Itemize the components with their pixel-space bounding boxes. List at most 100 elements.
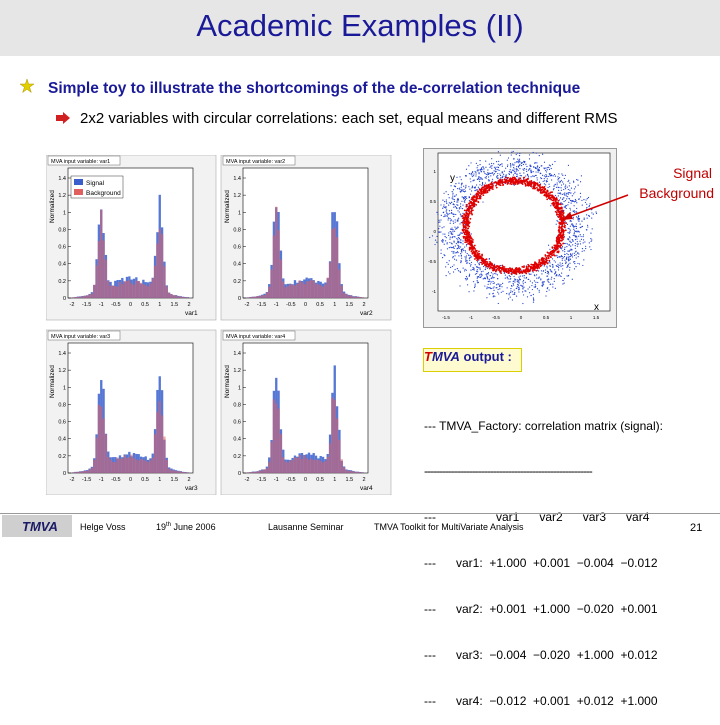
background-point bbox=[510, 287, 512, 290]
background-bar bbox=[116, 286, 119, 298]
background-point bbox=[567, 227, 569, 230]
background-point bbox=[512, 283, 514, 285]
background-point bbox=[473, 173, 475, 175]
background-point bbox=[547, 244, 550, 246]
background-point bbox=[541, 165, 543, 167]
background-point bbox=[481, 182, 484, 185]
background-bar bbox=[296, 457, 299, 473]
background-point bbox=[487, 280, 489, 282]
background-point bbox=[535, 152, 537, 154]
background-point bbox=[560, 187, 562, 189]
background-point bbox=[575, 251, 577, 253]
background-point bbox=[452, 252, 454, 254]
background-point bbox=[462, 248, 464, 250]
background-point bbox=[452, 231, 454, 233]
background-bar bbox=[291, 460, 294, 473]
signal-point bbox=[488, 187, 491, 190]
signal-point bbox=[551, 202, 554, 205]
y-tick-label: 0 bbox=[238, 296, 241, 302]
background-point bbox=[460, 184, 462, 186]
background-point bbox=[483, 277, 485, 280]
background-point bbox=[541, 284, 544, 286]
background-point bbox=[512, 163, 514, 165]
matrix-line: --- var2: +0.001 +1.000 −0.020 +0.001 bbox=[424, 602, 658, 617]
background-point bbox=[569, 266, 571, 269]
background-point bbox=[440, 231, 442, 233]
background-bar bbox=[72, 297, 75, 298]
background-bar bbox=[356, 471, 360, 473]
background-point bbox=[511, 151, 513, 153]
background-point bbox=[465, 184, 467, 186]
signal-point bbox=[491, 185, 494, 188]
background-point bbox=[501, 286, 503, 288]
background-point bbox=[567, 164, 570, 166]
x-tick-label: -1 bbox=[274, 477, 279, 483]
background-point bbox=[579, 234, 581, 236]
background-point bbox=[464, 196, 466, 199]
background-point bbox=[577, 243, 579, 245]
background-point bbox=[440, 204, 442, 206]
background-point bbox=[518, 155, 521, 157]
background-bar bbox=[139, 459, 143, 473]
background-point bbox=[548, 175, 550, 178]
signal-point bbox=[524, 179, 527, 182]
background-point bbox=[477, 186, 479, 188]
signal-point bbox=[463, 228, 466, 231]
signal-point bbox=[498, 183, 501, 186]
background-point bbox=[465, 251, 467, 253]
background-point bbox=[486, 272, 488, 275]
signal-point bbox=[467, 220, 470, 222]
signal-point bbox=[548, 254, 551, 257]
background-point bbox=[553, 278, 555, 280]
background-bar bbox=[142, 459, 145, 473]
background-point bbox=[436, 235, 438, 238]
background-point bbox=[575, 210, 577, 213]
background-point bbox=[446, 261, 448, 264]
background-bar bbox=[324, 284, 327, 298]
background-point bbox=[459, 239, 461, 241]
background-point bbox=[565, 242, 567, 245]
signal-point bbox=[469, 217, 472, 220]
background-point bbox=[489, 166, 491, 169]
background-point bbox=[564, 246, 566, 248]
background-point bbox=[460, 260, 462, 263]
scatter-y-tick: 0 bbox=[433, 229, 436, 234]
background-bar bbox=[163, 266, 166, 298]
signal-point bbox=[466, 232, 469, 235]
y-tick-label: 1.4 bbox=[58, 176, 66, 182]
background-point bbox=[573, 254, 576, 257]
signal-point bbox=[519, 177, 521, 180]
x-tick-label: 0 bbox=[304, 477, 307, 483]
background-point bbox=[567, 188, 569, 191]
background-point bbox=[495, 273, 497, 275]
background-point bbox=[595, 211, 597, 213]
signal-point bbox=[537, 184, 540, 187]
background-point bbox=[546, 178, 548, 180]
background-point bbox=[556, 265, 558, 268]
background-point bbox=[559, 262, 561, 264]
background-point bbox=[470, 264, 472, 266]
background-point bbox=[513, 170, 515, 172]
background-point bbox=[557, 179, 559, 181]
background-point bbox=[497, 166, 499, 168]
signal-point bbox=[495, 181, 498, 184]
background-point bbox=[484, 177, 486, 179]
signal-point bbox=[538, 263, 541, 266]
background-point bbox=[557, 189, 560, 191]
background-point bbox=[479, 169, 481, 171]
signal-point bbox=[473, 255, 476, 258]
background-point bbox=[447, 219, 449, 221]
background-point bbox=[522, 287, 524, 289]
background-point bbox=[536, 179, 538, 181]
background-point bbox=[497, 278, 499, 280]
background-point bbox=[439, 221, 441, 223]
x-tick-label: -1.5 bbox=[82, 477, 91, 483]
background-point bbox=[484, 182, 487, 184]
background-point bbox=[590, 232, 592, 234]
signal-point bbox=[555, 236, 558, 239]
background-point bbox=[448, 232, 450, 234]
background-point bbox=[500, 291, 502, 293]
background-point bbox=[471, 185, 473, 187]
background-point bbox=[536, 168, 538, 170]
background-bar bbox=[177, 471, 180, 473]
